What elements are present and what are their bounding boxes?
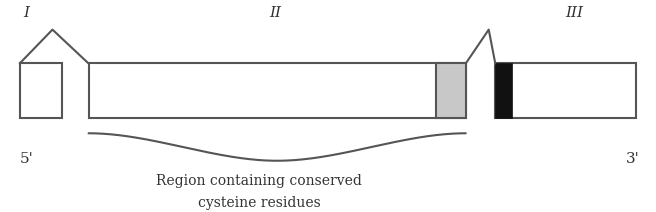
Text: III: III [565,6,583,20]
Text: I: I [23,6,30,20]
Text: 3': 3' [626,152,640,166]
Text: Region containing conserved: Region containing conserved [156,174,362,188]
Bar [495,63,636,119]
Bar [89,63,466,119]
Text: cysteine residues: cysteine residues [197,196,321,210]
Text: 5': 5' [20,152,33,166]
Bar [495,63,512,119]
Bar [436,63,466,119]
Bar [20,63,62,119]
Text: II: II [270,6,281,20]
